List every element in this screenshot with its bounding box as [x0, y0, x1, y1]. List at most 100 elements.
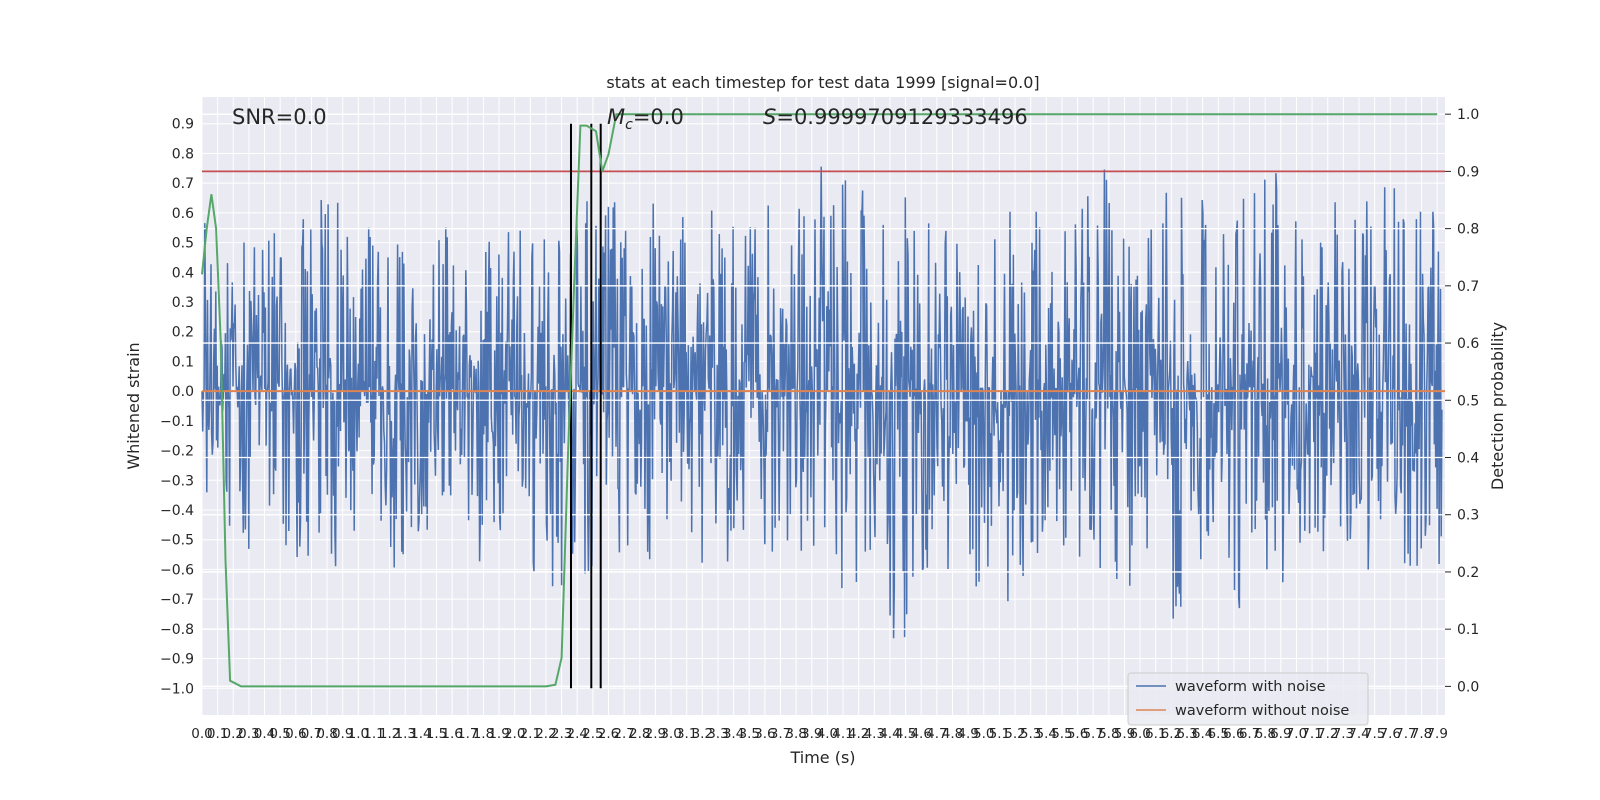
- y-tick-label: 0.5: [172, 236, 194, 252]
- y2-tick-label: 0.8: [1457, 222, 1479, 238]
- x-tick-label: 1.4: [410, 726, 431, 742]
- x-tick-label: 6.4: [1192, 726, 1213, 742]
- x-tick-label: 1.0: [348, 726, 369, 742]
- x-tick-label: 4.7: [926, 726, 947, 742]
- y2-axis-label: Detection probability: [1488, 322, 1507, 490]
- chirp-mass-symbol: M: [607, 105, 625, 129]
- x-tick-label: 3.6: [754, 726, 775, 742]
- y2-tick-label: 0.4: [1457, 451, 1479, 467]
- right-y-tick-labels: 0.0 0.1 0.2 0.3 0.4 0.5 0.6 0.7 0.8 0.9 1.0: [1445, 107, 1479, 695]
- x-tick-label: 2.8: [629, 726, 650, 742]
- x-tick-label: 4.1: [832, 726, 853, 742]
- x-tick-label: 5.9: [1114, 726, 1135, 742]
- y-tick-label: −1.0: [160, 681, 194, 697]
- y-tick-label: −0.2: [160, 444, 194, 460]
- x-tick-label: 5.3: [1020, 726, 1041, 742]
- x-tick-label: 2.0: [504, 726, 525, 742]
- x-tick-label: 7.5: [1364, 726, 1385, 742]
- x-tick-label: 1.5: [426, 726, 447, 742]
- x-tick-label: 4.8: [942, 726, 963, 742]
- legend-box: [1127, 672, 1369, 726]
- snr-annotation: SNR=0.0: [232, 105, 327, 129]
- x-tick-label: 7.9: [1426, 726, 1447, 742]
- marker-vlines: [569, 123, 602, 689]
- x-tick-label: 0.1: [207, 726, 228, 742]
- y-tick-label: −0.6: [160, 562, 194, 578]
- detection-probability-series: [201, 113, 1438, 688]
- y2-tick-label: 0.1: [1457, 622, 1479, 638]
- x-tick-label: 3.0: [660, 726, 681, 742]
- x-tick-label: 5.1: [989, 726, 1010, 742]
- x-tick-label: 4.3: [864, 726, 885, 742]
- x-tick-label: 6.3: [1176, 726, 1197, 742]
- x-tick-label: 4.6: [910, 726, 931, 742]
- x-tick-label: 0.9: [332, 726, 353, 742]
- x-tick-label: 2.5: [582, 726, 603, 742]
- x-tick-label: 2.9: [645, 726, 666, 742]
- x-tick-label: 7.3: [1333, 726, 1354, 742]
- x-axis-label: Time (s): [789, 748, 855, 767]
- y-tick-label: −0.4: [160, 503, 194, 519]
- x-tick-label: 5.2: [1004, 726, 1025, 742]
- x-tick-label: 1.6: [441, 726, 462, 742]
- x-tick-label: 6.5: [1208, 726, 1229, 742]
- x-tick-label: 7.2: [1317, 726, 1338, 742]
- x-tick-label: 5.0: [973, 726, 994, 742]
- y-axis-label: Whitened strain: [124, 342, 143, 469]
- x-tick-label: 5.5: [1051, 726, 1072, 742]
- x-tick-label: 6.0: [1129, 726, 1150, 742]
- y-tick-label: 0.6: [172, 206, 194, 222]
- x-tick-label: 6.8: [1254, 726, 1275, 742]
- y-tick-label: −0.5: [160, 533, 194, 549]
- chirp-mass-annotation: Mc=0.0: [607, 105, 684, 133]
- y-tick-label: 0.7: [172, 176, 194, 192]
- y-tick-label: −0.1: [160, 414, 194, 430]
- x-tick-label: 7.8: [1411, 726, 1432, 742]
- x-tick-label: 3.7: [770, 726, 791, 742]
- x-tick-label: 2.6: [598, 726, 619, 742]
- x-tick-label: 1.1: [363, 726, 384, 742]
- legend: waveform with noise waveform without noi…: [1127, 672, 1369, 726]
- x-tick-label: 4.0: [817, 726, 838, 742]
- y2-tick-label: 0.3: [1457, 508, 1479, 524]
- x-tick-label: 1.8: [473, 726, 494, 742]
- x-tick-label: 0.3: [238, 726, 259, 742]
- y-tick-label: 0.2: [172, 325, 194, 341]
- y2-tick-label: 0.6: [1457, 336, 1479, 352]
- x-tick-label: 0.8: [316, 726, 337, 742]
- x-tick-label: 2.1: [520, 726, 541, 742]
- x-tick-label: 1.2: [379, 726, 400, 742]
- x-tick-label: 0.0: [191, 726, 212, 742]
- x-tick-label: 5.7: [1082, 726, 1103, 742]
- y-tick-label: 0.3: [172, 295, 194, 311]
- x-tick-label: 1.3: [395, 726, 416, 742]
- x-tick-label: 5.8: [1098, 726, 1119, 742]
- score-symbol: S: [763, 105, 776, 129]
- y-tick-label: 0.1: [172, 354, 194, 370]
- x-tick-label: 4.5: [895, 726, 916, 742]
- x-tick-label: 7.7: [1395, 726, 1416, 742]
- x-tick-label: 2.4: [567, 726, 588, 742]
- x-tick-label: 6.2: [1161, 726, 1182, 742]
- x-tick-label: 7.6: [1380, 726, 1401, 742]
- chart-title: stats at each timestep for test data 199…: [606, 73, 1039, 92]
- x-tick-label: 0.7: [301, 726, 322, 742]
- x-tick-label: 1.7: [457, 726, 478, 742]
- x-tick-label: 7.4: [1348, 726, 1369, 742]
- x-tick-label: 0.4: [254, 726, 275, 742]
- x-tick-label: 3.5: [738, 726, 759, 742]
- x-tick-label: 6.7: [1239, 726, 1260, 742]
- x-tick-label: 0.6: [285, 726, 306, 742]
- y-tick-label: 0.4: [172, 265, 194, 281]
- y2-tick-label: 1.0: [1457, 107, 1479, 123]
- y2-tick-label: 0.2: [1457, 565, 1479, 581]
- x-tick-label: 7.1: [1301, 726, 1322, 742]
- x-tick-label: 6.1: [1145, 726, 1166, 742]
- x-tick-labels: 0.00.10.20.30.40.50.60.70.80.91.01.11.21…: [191, 726, 1448, 742]
- x-tick-label: 5.4: [1036, 726, 1057, 742]
- y2-tick-label: 0.9: [1457, 164, 1479, 180]
- x-tick-label: 3.2: [692, 726, 713, 742]
- y2-tick-label: 0.0: [1457, 679, 1479, 695]
- y-tick-label: −0.9: [160, 652, 194, 668]
